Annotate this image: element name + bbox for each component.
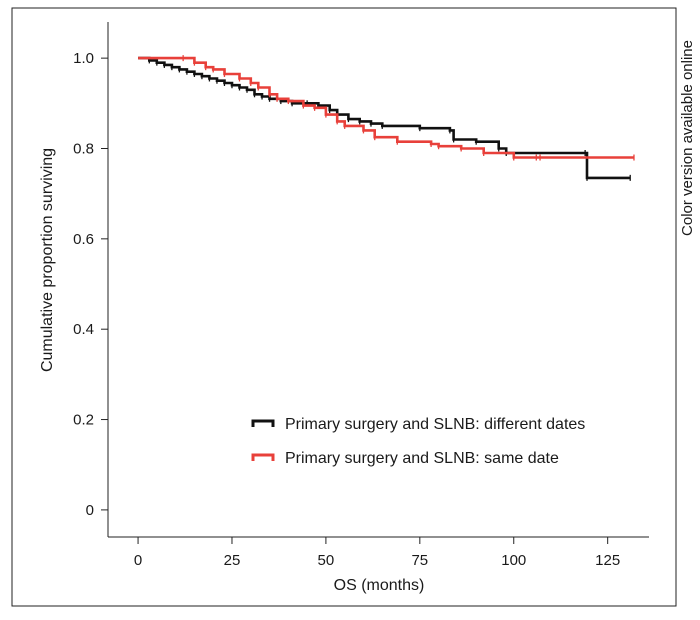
y-tick-label: 0.8: [73, 140, 94, 157]
legend-label-different-dates: Primary surgery and SLNB: different date…: [285, 416, 585, 433]
y-tick-label: 0.6: [73, 231, 94, 248]
x-tick-label: 50: [318, 552, 335, 569]
y-axis-title: Cumulative proportion surviving: [39, 148, 56, 372]
y-tick-label: 0.4: [73, 321, 94, 338]
side-note-vertical: Color version available online: [679, 40, 696, 236]
figure-border: [11, 7, 677, 607]
x-tick-label: 100: [501, 552, 526, 569]
x-tick-label: 125: [595, 552, 620, 569]
y-tick-label: 0.2: [73, 412, 94, 429]
x-tick-label: 75: [411, 552, 428, 569]
y-tick-label: 0: [86, 502, 94, 519]
legend-label-same-date: Primary surgery and SLNB: same date: [285, 450, 559, 467]
legend-swatch-different-dates: [251, 419, 275, 427]
legend: Primary surgery and SLNB: different date…: [251, 416, 585, 467]
series-layer: [138, 55, 635, 181]
legend-swatch-same-date: [251, 453, 275, 461]
x-tick-label: 25: [224, 552, 241, 569]
x-axis-title: OS (months): [334, 577, 425, 594]
x-tick-label: 0: [134, 552, 142, 569]
y-tick-label: 1.0: [73, 50, 94, 67]
axis-ticks: 0 25 50 75 100 125 0 0.2 0.4 0.6 0.8 1.0: [73, 50, 620, 569]
